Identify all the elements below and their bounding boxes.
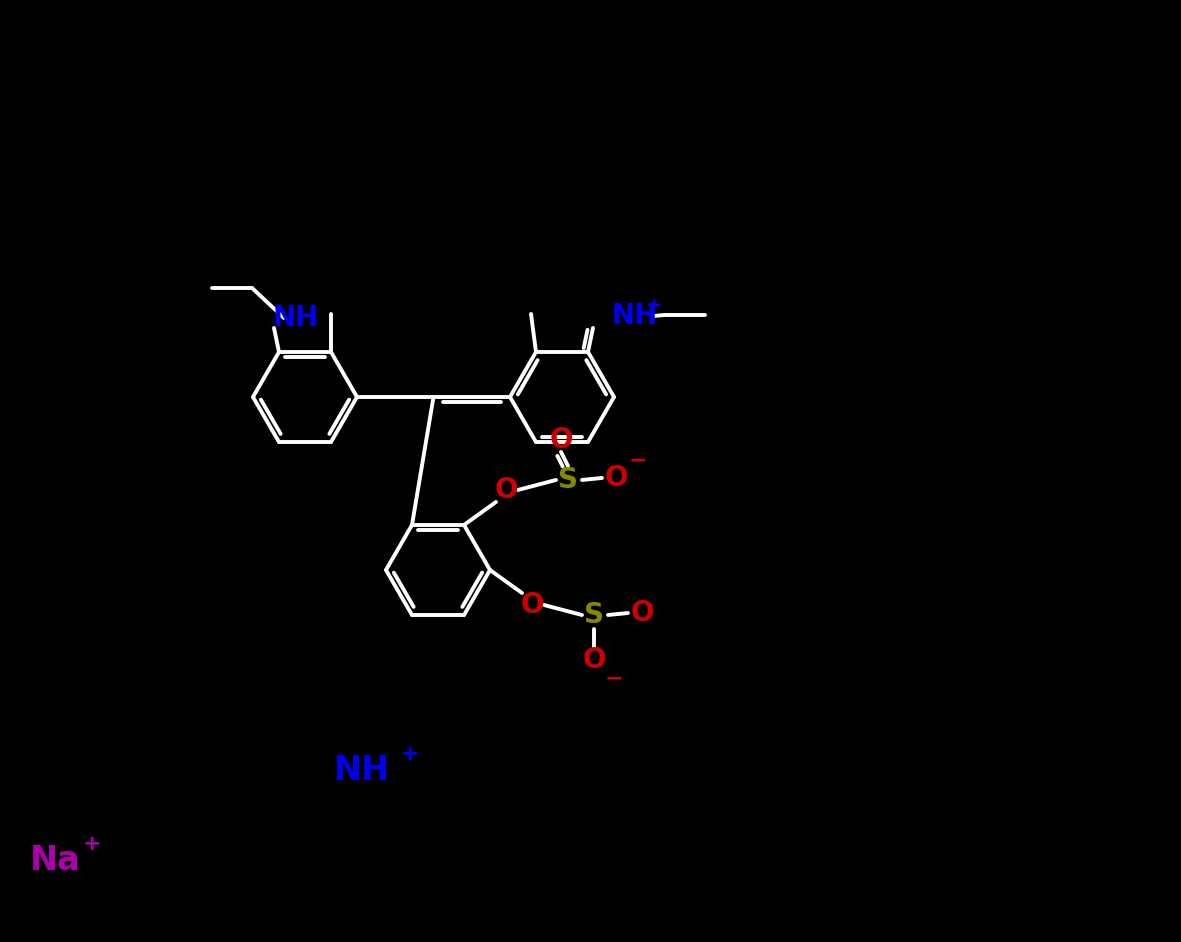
Text: +: + bbox=[83, 834, 102, 854]
Text: S: S bbox=[583, 601, 603, 629]
Text: S: S bbox=[557, 466, 578, 494]
Text: O: O bbox=[631, 599, 654, 627]
Text: NH: NH bbox=[611, 302, 658, 330]
Text: NH: NH bbox=[273, 304, 319, 332]
Text: O: O bbox=[521, 591, 543, 619]
Text: Na: Na bbox=[30, 843, 80, 876]
Text: O: O bbox=[549, 426, 573, 454]
Text: +: + bbox=[400, 744, 419, 764]
Text: NH: NH bbox=[334, 754, 390, 787]
Text: +: + bbox=[646, 297, 663, 316]
Text: O: O bbox=[605, 464, 628, 492]
Text: −: − bbox=[605, 668, 624, 688]
Text: −: − bbox=[628, 450, 647, 470]
Text: O: O bbox=[582, 646, 606, 674]
Text: O: O bbox=[495, 476, 517, 504]
